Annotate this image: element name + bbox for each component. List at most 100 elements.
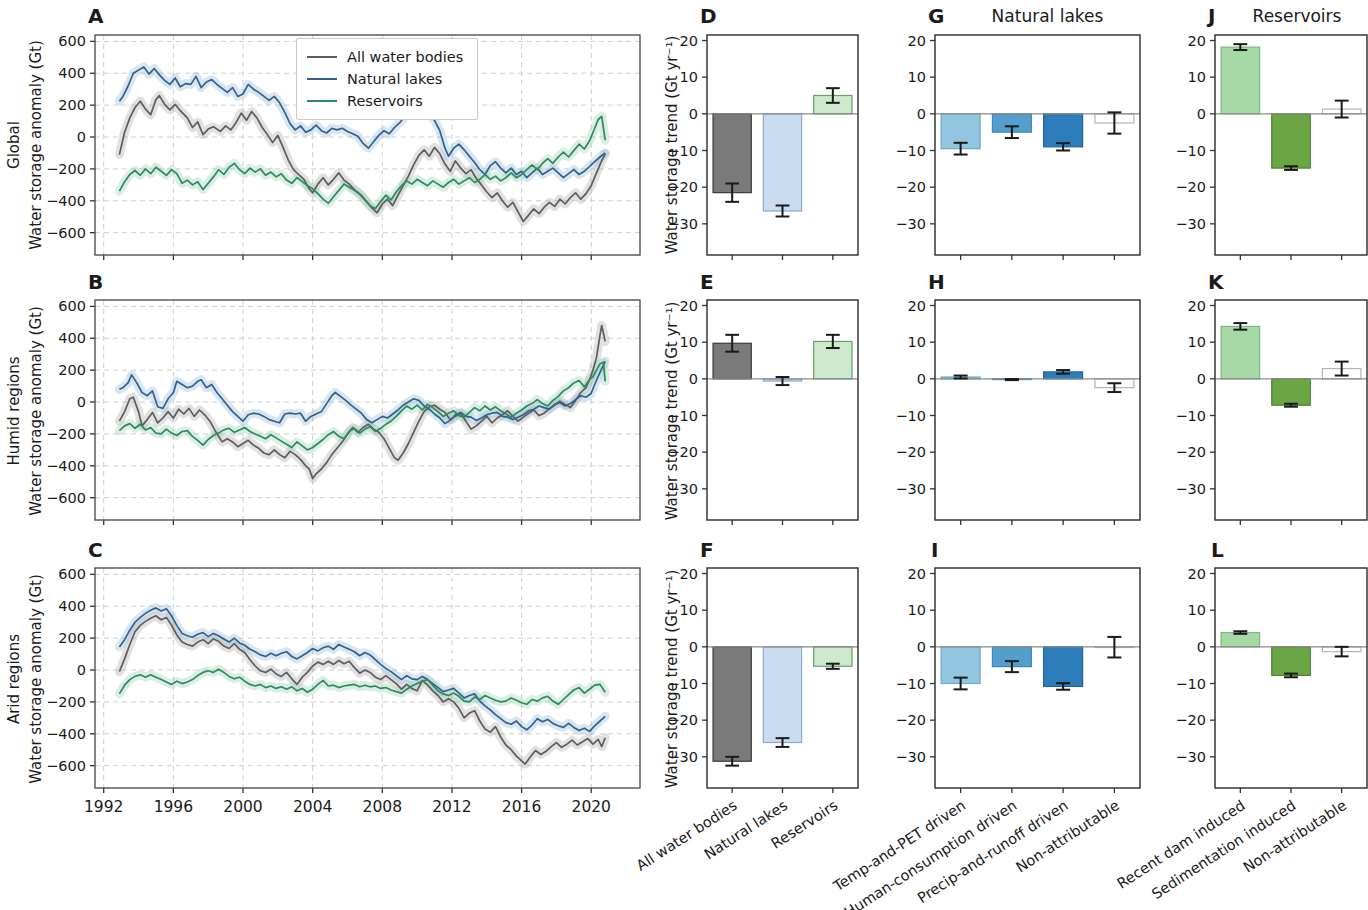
legend-item: Reservoirs: [307, 90, 463, 112]
svg-text:20: 20: [680, 33, 698, 49]
svg-text:−400: −400: [46, 193, 86, 209]
svg-text:20: 20: [908, 566, 926, 582]
svg-text:0: 0: [917, 371, 926, 387]
svg-text:600: 600: [58, 566, 86, 582]
panel-letter-b: B: [88, 270, 103, 294]
ylabel-anomaly-a: Water storage anomaly (Gt): [26, 25, 46, 265]
figure-canvas: −600−400−2000200400600−600−400−200020040…: [0, 0, 1368, 910]
panel-letter-h: H: [928, 270, 945, 294]
svg-text:0: 0: [1197, 106, 1206, 122]
legend: All water bodies Natural lakes Reservoir…: [296, 38, 478, 120]
svg-text:0: 0: [689, 106, 698, 122]
svg-text:−20: −20: [895, 712, 926, 728]
svg-text:400: 400: [58, 65, 86, 81]
svg-text:2012: 2012: [432, 798, 471, 816]
legend-item: All water bodies: [307, 46, 463, 68]
row-label-global: Global: [4, 25, 24, 265]
svg-text:−600: −600: [46, 758, 86, 774]
svg-text:200: 200: [58, 362, 86, 378]
panel-letter-c: C: [88, 538, 103, 562]
figure: −600−400−2000200400600−600−400−200020040…: [0, 0, 1368, 910]
svg-text:−30: −30: [895, 481, 926, 497]
svg-text:0: 0: [917, 639, 926, 655]
svg-text:−200: −200: [46, 694, 86, 710]
svg-text:−200: −200: [46, 426, 86, 442]
svg-text:−10: −10: [1175, 676, 1206, 692]
svg-text:20: 20: [908, 33, 926, 49]
svg-text:10: 10: [680, 334, 698, 350]
column-title-reservoirs: Reservoirs: [1227, 6, 1367, 26]
svg-text:1992: 1992: [84, 798, 123, 816]
svg-text:10: 10: [680, 69, 698, 85]
svg-text:−600: −600: [46, 225, 86, 241]
ylabel-trend-f: Water storage trend (Gt yr⁻¹): [662, 559, 682, 799]
svg-text:1996: 1996: [154, 798, 193, 816]
svg-text:10: 10: [1188, 69, 1206, 85]
svg-text:20: 20: [680, 566, 698, 582]
svg-text:−20: −20: [1175, 179, 1206, 195]
svg-text:−30: −30: [1175, 216, 1206, 232]
svg-text:0: 0: [689, 639, 698, 655]
svg-text:0: 0: [1197, 639, 1206, 655]
panel-letter-a: A: [88, 4, 103, 28]
svg-text:20: 20: [1188, 298, 1206, 314]
svg-text:−10: −10: [895, 143, 926, 159]
panel-letter-d: D: [700, 4, 717, 28]
svg-text:400: 400: [58, 598, 86, 614]
svg-text:−30: −30: [1175, 749, 1206, 765]
svg-text:600: 600: [58, 33, 86, 49]
svg-text:400: 400: [58, 330, 86, 346]
panel-letter-f: F: [700, 538, 714, 562]
line-swatch-reservoirs: [307, 100, 337, 102]
svg-text:200: 200: [58, 97, 86, 113]
svg-text:2020: 2020: [572, 798, 611, 816]
panel-letter-l: L: [1211, 538, 1224, 562]
svg-text:−10: −10: [1175, 408, 1206, 424]
svg-text:−600: −600: [46, 490, 86, 506]
svg-text:0: 0: [77, 129, 86, 145]
svg-text:20: 20: [680, 298, 698, 314]
svg-text:2000: 2000: [223, 798, 262, 816]
svg-text:0: 0: [77, 394, 86, 410]
svg-text:10: 10: [908, 602, 926, 618]
svg-text:200: 200: [58, 630, 86, 646]
line-swatch-natural-lakes: [307, 78, 337, 80]
svg-text:600: 600: [58, 298, 86, 314]
svg-text:10: 10: [1188, 602, 1206, 618]
ylabel-anomaly-b: Water storage anomaly (Gt): [26, 291, 46, 531]
svg-text:20: 20: [908, 298, 926, 314]
svg-text:10: 10: [1188, 334, 1206, 350]
panel-letter-j: J: [1208, 4, 1215, 28]
ylabel-anomaly-c: Water storage anomaly (Gt): [26, 559, 46, 799]
svg-text:−200: −200: [46, 161, 86, 177]
svg-text:−20: −20: [895, 179, 926, 195]
svg-text:−10: −10: [1175, 143, 1206, 159]
svg-text:−20: −20: [1175, 712, 1206, 728]
svg-text:10: 10: [680, 602, 698, 618]
svg-text:0: 0: [1197, 371, 1206, 387]
svg-text:0: 0: [917, 106, 926, 122]
ylabel-trend-e: Water storage trend (Gt yr⁻¹): [662, 291, 682, 531]
svg-text:2016: 2016: [502, 798, 541, 816]
ylabel-trend-d: Water storage trend (Gt yr⁻¹): [662, 25, 682, 265]
svg-text:0: 0: [689, 371, 698, 387]
svg-text:−20: −20: [1175, 444, 1206, 460]
svg-text:2008: 2008: [363, 798, 402, 816]
legend-item: Natural lakes: [307, 68, 463, 90]
svg-text:−30: −30: [895, 216, 926, 232]
legend-label: All water bodies: [347, 49, 463, 65]
svg-text:−10: −10: [895, 408, 926, 424]
svg-text:10: 10: [908, 69, 926, 85]
row-label-humid: Humid regions: [4, 291, 24, 531]
svg-text:10: 10: [908, 334, 926, 350]
svg-text:−10: −10: [895, 676, 926, 692]
svg-text:−400: −400: [46, 726, 86, 742]
panel-letter-i: I: [931, 538, 938, 562]
row-label-arid: Arid regions: [4, 559, 24, 799]
svg-text:2004: 2004: [293, 798, 332, 816]
svg-text:−30: −30: [1175, 481, 1206, 497]
legend-label: Reservoirs: [347, 93, 423, 109]
svg-text:−400: −400: [46, 458, 86, 474]
panel-letter-g: G: [928, 4, 944, 28]
svg-text:0: 0: [77, 662, 86, 678]
